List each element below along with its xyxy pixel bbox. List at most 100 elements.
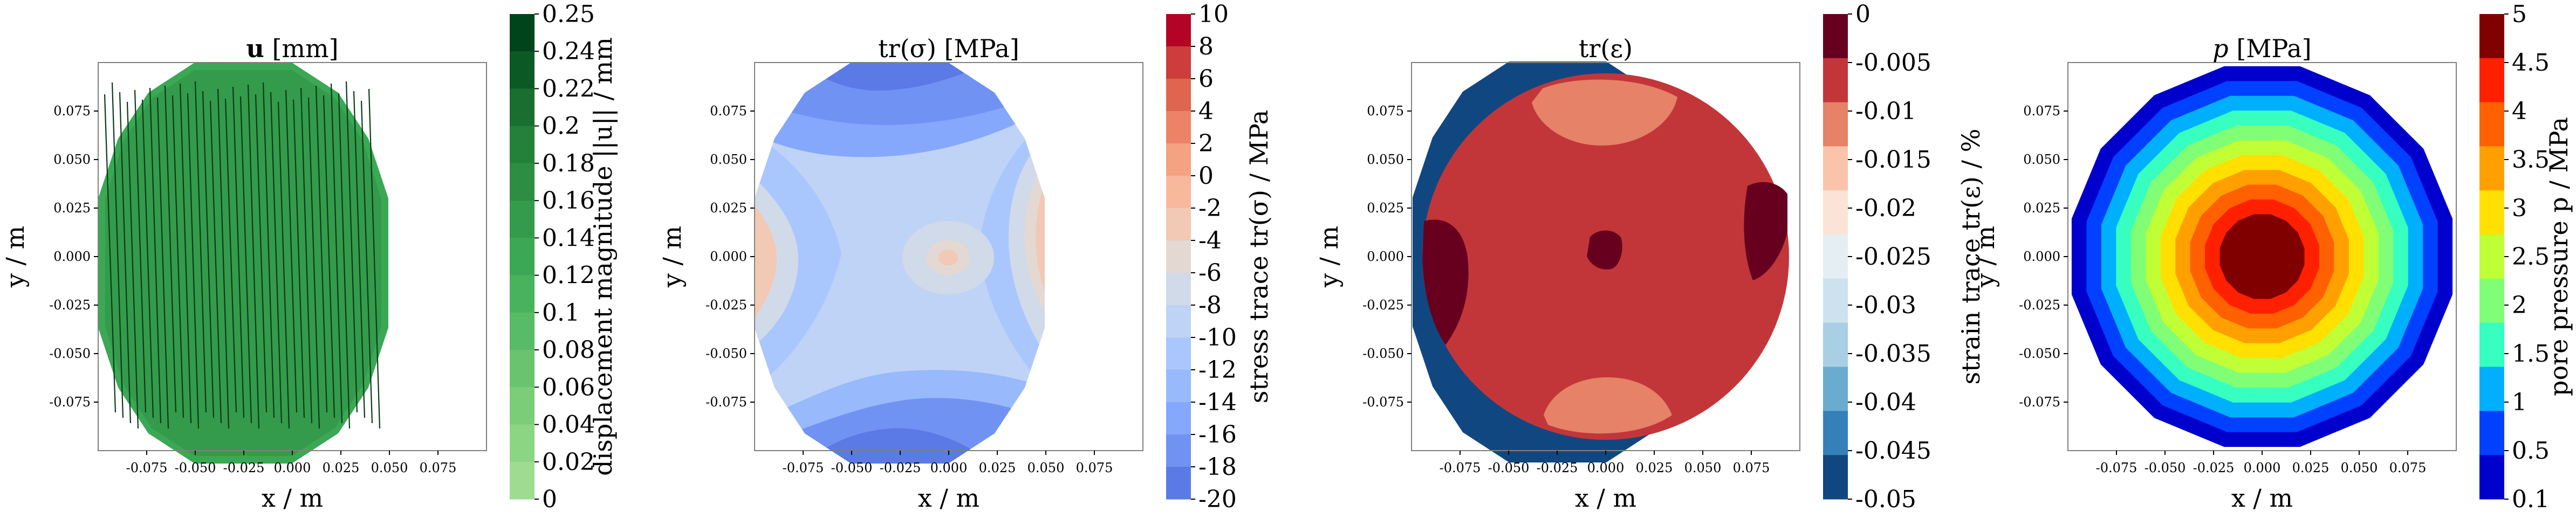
y-tick-label: 0.050: [53, 152, 91, 167]
colorbar-band: [510, 88, 535, 127]
displacement-vector: [141, 99, 154, 418]
colorbar-tick-label: -0.015: [1855, 146, 1931, 174]
panel-pressure: p [MPa] x / m y / m -0.075 -0.050 -0.025 0.…: [1971, 1, 2573, 513]
y-tick-label: 0.025: [2023, 201, 2060, 216]
colorbar-tick-label: 3.5: [2512, 146, 2550, 174]
displacement-vector: [262, 82, 275, 418]
y-tick-label: 0.050: [2023, 152, 2060, 167]
y-tick-label: 0.025: [1367, 201, 1404, 216]
displacement-vector: [285, 89, 298, 413]
displacement-vector: [353, 91, 366, 418]
colorbar-tick-label: -0.01: [1855, 98, 1916, 125]
displacement-vector: [323, 95, 335, 418]
colorbar-band: [2479, 190, 2504, 235]
stress-field: [755, 63, 1045, 464]
colorbar: 0.25 0.24 0.22 0.2 0.18 0.16 0.14 0.12 0.1 0.08 0.…: [510, 1, 595, 513]
x-tick-label: 0.000: [930, 460, 968, 475]
displacement-vector: [104, 94, 117, 413]
colorbar-band: [1823, 411, 1848, 455]
colorbar-band: [510, 461, 535, 500]
displacement-vector: [172, 95, 184, 418]
colorbar-band: [1166, 176, 1191, 209]
colorbar-tick-label: 0: [542, 486, 557, 513]
colorbar-tick-label: -18: [1198, 453, 1237, 481]
x-tick-label: -0.050: [831, 460, 873, 475]
x-tick-label: 0.050: [1027, 460, 1065, 475]
colorbar-band: [1166, 79, 1191, 112]
colorbar-band: [1166, 208, 1191, 241]
colorbar-band: [1166, 402, 1191, 435]
y-axis-label: y / m: [1314, 226, 1344, 288]
panel-displacement: u [mm] x / m y / m -0.075 -0.050 -0.025 0.0…: [1, 1, 618, 513]
x-tick-label: 0.025: [979, 460, 1016, 475]
colorbar-tick-label: 0.22: [542, 75, 595, 102]
colorbar-tick-label: -6: [1198, 259, 1222, 287]
colorbar-tick-label: 4: [1198, 98, 1214, 125]
colorbar-tick-label: -0.02: [1855, 195, 1916, 222]
x-axis-label: x / m: [918, 484, 979, 513]
displacement-vector: [187, 93, 200, 429]
displacement-vector: [277, 101, 290, 429]
x-tick-labels: -0.075 -0.050 -0.025 0.000 0.025 0.050 0.075: [783, 451, 1113, 475]
colorbar-tick-label: -8: [1198, 292, 1222, 319]
pressure-field: [2071, 66, 2453, 447]
y-tick-label: 0.075: [710, 103, 747, 119]
panel-title: tr(ε): [1579, 34, 1633, 63]
x-axis-label: x / m: [2231, 484, 2293, 513]
displacement-vector: [330, 83, 343, 424]
displacement-vector: [164, 85, 177, 413]
colorbar-band: [1823, 146, 1848, 191]
colorbar-tick-label: -12: [1198, 356, 1237, 384]
colorbar-band: [510, 126, 535, 164]
colorbar-tick-label: -0.005: [1855, 49, 1931, 77]
colorbar-band: [510, 387, 535, 425]
displacement-vector: [232, 86, 245, 418]
y-axis-label: y / m: [1, 226, 30, 288]
colorbar-band: [2479, 102, 2504, 147]
displacement-vector: [315, 85, 328, 413]
colorbar-tick-label: 4.5: [2512, 49, 2550, 77]
x-tick-label: 0.050: [371, 460, 408, 475]
colorbar-band: [1166, 370, 1191, 403]
y-tick-label: -0.050: [2019, 346, 2060, 361]
colorbar-tick-label: 0.14: [542, 224, 595, 252]
colorbar-tick-label: 2.5: [2512, 243, 2550, 271]
y-tick-labels: 0.075 0.050 0.025 0.000 -0.025 -0.050 -0.075: [705, 103, 755, 410]
x-tick-label: -0.025: [223, 460, 265, 475]
colorbar-label: displacement magnitude ||u|| / mm: [588, 37, 618, 476]
y-tick-label: -0.050: [1362, 346, 1404, 361]
y-tick-label: 0.000: [2023, 249, 2060, 264]
panel-title: p [MPa]: [2212, 34, 2311, 63]
colorbar-tick-label: 0.12: [542, 262, 595, 289]
colorbar-band: [1823, 455, 1848, 500]
colorbar-tick-label: -0.025: [1855, 243, 1931, 271]
colorbar-band: [2479, 367, 2504, 411]
colorbar-band: [1823, 234, 1848, 279]
colorbar-tick-label: 0.5: [2512, 437, 2550, 465]
colorbar-band: [2479, 455, 2504, 500]
y-tick-label: -0.025: [1362, 298, 1404, 313]
colorbar-label: strain trace tr(ε) / %: [1956, 129, 1985, 385]
colorbar-band: [1166, 434, 1191, 467]
displacement-vector: [202, 91, 215, 418]
y-tick-label: 0.025: [53, 201, 91, 216]
y-tick-label: -0.025: [49, 298, 91, 313]
colorbar-tick-label: -2: [1198, 195, 1222, 222]
x-tick-label: -0.025: [880, 460, 921, 475]
colorbar-band: [2479, 14, 2504, 59]
displacement-vector: [338, 93, 351, 429]
y-tick-label: -0.075: [1362, 395, 1404, 410]
displacement-vector: [292, 99, 305, 418]
colorbar-band: [1823, 367, 1848, 411]
colorbar-tick-label: -14: [1198, 389, 1237, 416]
colorbar-tick-label: 6: [1198, 65, 1214, 93]
colorbar-band: [1823, 14, 1848, 59]
x-tick-label: 0.025: [2292, 460, 2330, 475]
colorbar-band: [1166, 111, 1191, 144]
colorbar: 0 -0.005 -0.01 -0.015 -0.02 -0.025 -0.03 -0.035…: [1823, 1, 1931, 513]
colorbar-tick-label: -4: [1198, 227, 1222, 254]
displacement-vector: [126, 101, 139, 429]
y-tick-label: 0.000: [53, 249, 91, 264]
displacement-vectors: [104, 81, 381, 429]
